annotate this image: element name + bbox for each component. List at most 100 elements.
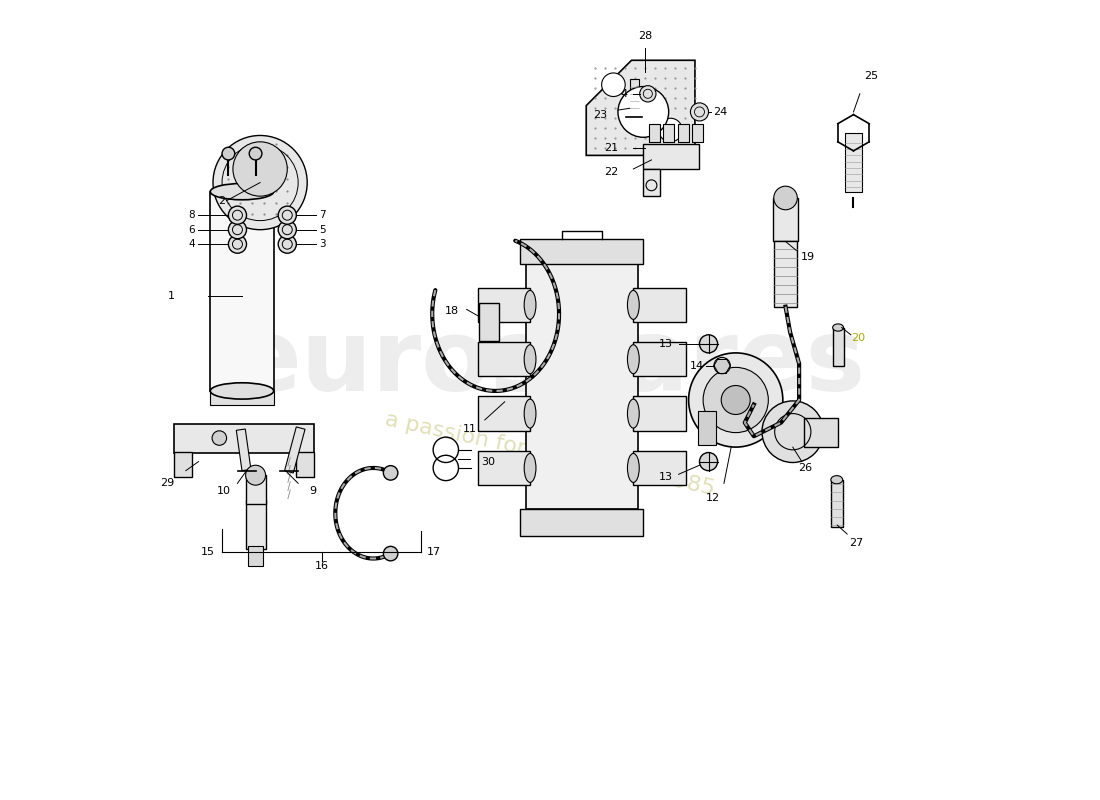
Text: 12: 12	[706, 493, 721, 503]
Bar	[634, 450, 686, 485]
Circle shape	[722, 386, 750, 414]
Bar	[477, 342, 530, 377]
Text: 9: 9	[309, 486, 316, 495]
Bar	[634, 396, 686, 431]
Circle shape	[250, 147, 262, 160]
Bar	[692, 124, 703, 142]
Circle shape	[384, 546, 398, 561]
Bar	[477, 396, 530, 431]
Bar	[285, 427, 305, 473]
Circle shape	[714, 358, 730, 374]
Text: 13: 13	[659, 472, 673, 482]
Text: 17: 17	[427, 547, 441, 557]
Bar	[804, 418, 838, 447]
Text: 28: 28	[638, 31, 652, 41]
Text: 13: 13	[659, 339, 673, 349]
Bar	[477, 450, 530, 485]
Bar	[296, 452, 315, 477]
Bar	[634, 288, 686, 322]
Text: 14: 14	[690, 361, 704, 370]
Ellipse shape	[830, 476, 843, 484]
Circle shape	[222, 147, 234, 160]
Text: 2: 2	[219, 196, 225, 206]
Bar	[773, 242, 798, 306]
Circle shape	[640, 86, 656, 102]
Circle shape	[773, 186, 798, 210]
Bar	[634, 342, 686, 377]
Circle shape	[229, 235, 246, 254]
Circle shape	[229, 206, 246, 224]
Bar	[833, 327, 844, 366]
Circle shape	[278, 206, 296, 224]
Circle shape	[700, 453, 717, 470]
Bar	[245, 475, 265, 504]
Circle shape	[700, 334, 717, 353]
Text: 16: 16	[315, 561, 329, 570]
Ellipse shape	[525, 290, 536, 319]
Ellipse shape	[525, 345, 536, 374]
Circle shape	[618, 86, 669, 138]
Circle shape	[229, 221, 246, 238]
Text: 21: 21	[605, 143, 618, 153]
Bar	[477, 288, 530, 322]
Text: 27: 27	[849, 538, 864, 548]
Ellipse shape	[525, 454, 536, 482]
Text: 18: 18	[446, 306, 459, 316]
Text: 23: 23	[593, 110, 607, 120]
Bar	[773, 198, 799, 242]
Bar	[174, 452, 192, 477]
Text: 7: 7	[319, 210, 326, 220]
Text: 15: 15	[200, 547, 214, 557]
Bar	[697, 411, 716, 446]
Circle shape	[278, 221, 296, 238]
Text: 8: 8	[188, 210, 195, 220]
Ellipse shape	[627, 345, 639, 374]
Bar	[678, 124, 689, 142]
Text: 10: 10	[217, 486, 231, 495]
Text: a passion for parts since 1985: a passion for parts since 1985	[383, 410, 717, 499]
Bar	[526, 264, 638, 509]
Ellipse shape	[833, 324, 844, 331]
Ellipse shape	[627, 399, 639, 428]
Text: 4: 4	[188, 239, 195, 249]
Ellipse shape	[627, 290, 639, 319]
Bar	[210, 391, 274, 405]
Circle shape	[212, 431, 227, 446]
Circle shape	[233, 142, 287, 196]
Text: 29: 29	[161, 478, 175, 488]
Text: 4: 4	[620, 89, 628, 98]
Bar	[236, 429, 251, 470]
Text: 19: 19	[801, 252, 815, 262]
Circle shape	[691, 103, 708, 121]
Circle shape	[689, 353, 783, 447]
Bar	[629, 79, 639, 118]
Ellipse shape	[210, 382, 274, 399]
Text: 30: 30	[482, 457, 495, 466]
Text: 5: 5	[319, 225, 326, 234]
Text: 25: 25	[865, 70, 879, 81]
Text: 6: 6	[188, 225, 195, 234]
Text: 1: 1	[168, 291, 175, 301]
Circle shape	[762, 401, 824, 462]
Circle shape	[659, 118, 682, 142]
Bar	[520, 238, 644, 264]
Ellipse shape	[525, 399, 536, 428]
Circle shape	[278, 235, 296, 254]
Circle shape	[703, 367, 768, 433]
Bar	[644, 169, 660, 196]
Text: 26: 26	[799, 463, 813, 473]
Bar	[174, 423, 315, 453]
Text: 11: 11	[463, 424, 477, 434]
Text: eurospares: eurospares	[234, 315, 866, 412]
Bar	[210, 192, 274, 391]
Circle shape	[245, 466, 265, 485]
Ellipse shape	[627, 454, 639, 482]
Polygon shape	[586, 60, 695, 155]
Bar	[845, 133, 861, 192]
Bar	[249, 546, 263, 566]
Ellipse shape	[210, 183, 274, 200]
Bar	[520, 509, 644, 536]
Bar	[830, 480, 843, 527]
Text: 24: 24	[713, 107, 727, 117]
Text: 20: 20	[851, 334, 865, 343]
